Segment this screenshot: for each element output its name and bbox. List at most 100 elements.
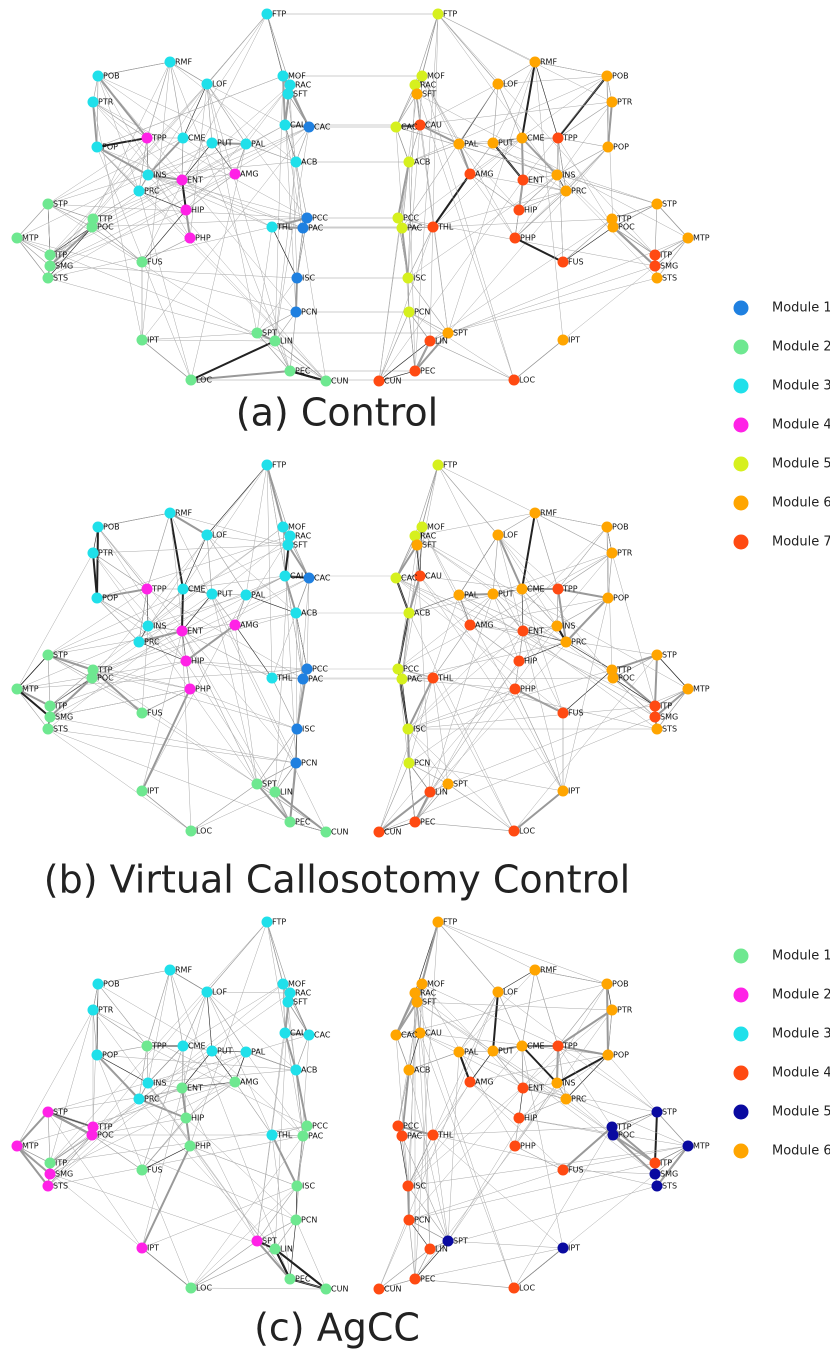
edge: [378, 1248, 431, 1290]
edge: [146, 137, 149, 176]
legend-label: Module 3: [772, 1027, 830, 1042]
edge: [274, 340, 327, 382]
node-label: POP: [102, 143, 118, 152]
edge: [397, 217, 656, 267]
edge: [378, 762, 410, 833]
node-label: LOF: [212, 80, 227, 89]
edge: [492, 593, 520, 662]
node-label: PEC: [420, 1275, 436, 1284]
edge: [656, 237, 689, 279]
edge: [492, 83, 499, 144]
node: [509, 1140, 521, 1152]
edge: [513, 654, 658, 832]
node-label: SMG: [55, 713, 73, 722]
node-label: FUS: [147, 258, 163, 267]
edge: [190, 1248, 276, 1289]
legend-swatch: [733, 495, 749, 511]
node-label: TTP: [616, 666, 632, 675]
node: [416, 978, 428, 990]
node: [282, 88, 294, 100]
node: [180, 655, 192, 667]
node: [403, 306, 415, 318]
edge: [612, 1134, 656, 1175]
edge: [654, 203, 658, 256]
edge: [49, 921, 268, 1164]
node-label: CAU: [290, 1029, 307, 1038]
edge: [557, 588, 609, 599]
node: [682, 683, 694, 695]
edge: [395, 544, 418, 579]
edge: [656, 1111, 689, 1147]
edge: [169, 61, 291, 372]
node-label: MTP: [22, 1142, 39, 1151]
edge: [49, 137, 148, 267]
node: [42, 1106, 54, 1118]
node-label: MTP: [693, 685, 710, 694]
edge: [245, 575, 286, 596]
edge: [96, 1054, 297, 1071]
edge: [284, 124, 297, 163]
node: [136, 256, 148, 268]
edge: [432, 677, 515, 832]
node-label: SFT: [422, 90, 437, 99]
edge: [458, 143, 520, 211]
node-label: LOF: [503, 80, 518, 89]
edge: [147, 526, 284, 627]
node-label: TPP: [562, 1042, 578, 1051]
edge: [437, 13, 499, 85]
edge: [469, 624, 520, 662]
edge: [492, 552, 613, 595]
node: [42, 198, 54, 210]
node: [392, 663, 404, 675]
edge: [47, 1111, 94, 1128]
node: [177, 132, 189, 144]
node: [509, 232, 521, 244]
node: [529, 56, 541, 68]
edge: [206, 83, 258, 334]
edge: [395, 577, 613, 671]
edge: [556, 1082, 614, 1136]
node: [92, 70, 104, 82]
node: [141, 132, 153, 144]
node: [651, 1180, 663, 1192]
edge: [414, 84, 515, 381]
node-label: PUT: [498, 139, 514, 148]
edge: [378, 552, 613, 833]
node: [291, 1180, 303, 1192]
edge: [92, 669, 191, 690]
edge: [271, 226, 298, 279]
edge: [91, 1134, 143, 1171]
node-label: PTR: [617, 98, 633, 107]
edge: [458, 534, 499, 596]
edge: [274, 762, 297, 793]
edge: [556, 146, 609, 176]
edge: [138, 179, 183, 192]
edge: [395, 577, 471, 626]
edge: [378, 1278, 416, 1290]
edge: [96, 75, 284, 148]
edge: [92, 126, 310, 220]
node: [487, 137, 499, 149]
edge: [401, 641, 567, 680]
node-label: POP: [613, 594, 629, 603]
edge: [534, 969, 559, 1047]
edge: [395, 1001, 418, 1036]
edge: [407, 1081, 471, 1187]
node-label: INS: [562, 171, 575, 180]
node-label: CAC: [401, 574, 418, 583]
edge: [514, 1009, 613, 1147]
edge: [289, 311, 297, 372]
edge: [492, 1050, 524, 1089]
edge: [611, 552, 656, 707]
node-label: PAC: [308, 675, 324, 684]
node-label: PAC: [407, 675, 423, 684]
node: [185, 374, 197, 386]
edge: [611, 669, 656, 707]
edge: [408, 688, 516, 764]
node-label: CME: [188, 134, 206, 143]
node-label: LOC: [196, 1284, 212, 1293]
node-label: CAU: [425, 121, 442, 130]
node: [607, 221, 619, 233]
edge: [556, 137, 559, 176]
node: [424, 335, 436, 347]
